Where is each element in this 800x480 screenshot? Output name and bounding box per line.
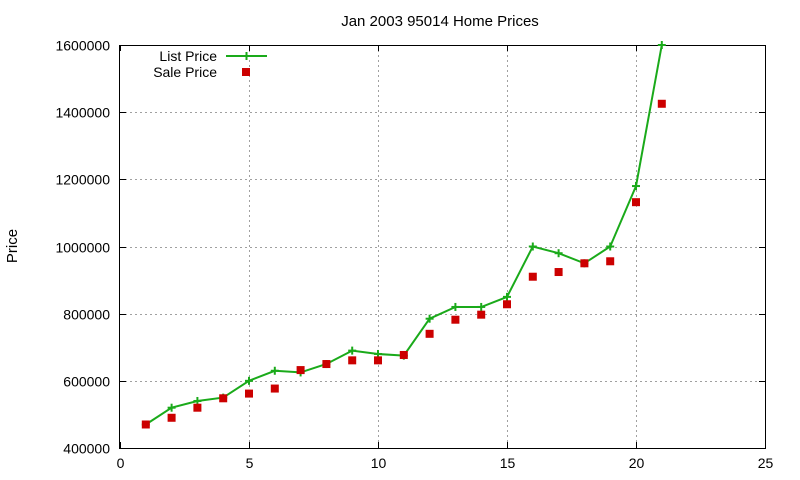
x-tick-label: 5 xyxy=(246,455,254,471)
sale-price-point xyxy=(219,394,228,403)
list-price-point xyxy=(606,242,615,251)
sale-price-point xyxy=(193,403,202,412)
list-price-point xyxy=(554,249,563,258)
sale-price-point xyxy=(322,360,331,369)
sale-price-point xyxy=(374,356,382,365)
y-tick-label: 1200000 xyxy=(55,172,110,188)
sale-price-point xyxy=(270,384,279,393)
sale-price-point xyxy=(425,329,434,338)
sale-price-point xyxy=(399,350,408,359)
x-tick-label: 20 xyxy=(629,455,645,471)
sale-price-point xyxy=(245,389,253,398)
list-price-point xyxy=(167,403,176,412)
legend-label-sale-price: Sale Price xyxy=(153,64,217,80)
legend-label-list-price: List Price xyxy=(159,48,217,64)
y-tick-label: 600000 xyxy=(63,374,110,390)
sale-price-point xyxy=(451,315,460,324)
sale-price-point xyxy=(503,300,511,309)
y-tick-label: 1000000 xyxy=(55,240,110,256)
sale-price-point xyxy=(580,259,589,268)
sale-price-point xyxy=(632,198,640,207)
sale-price-point xyxy=(348,356,357,365)
list-price-point xyxy=(528,242,537,251)
sale-price-point xyxy=(477,310,486,319)
list-price-point xyxy=(193,396,202,405)
sale-price-point xyxy=(606,257,615,266)
sale-price-point xyxy=(167,413,176,422)
plot-frame xyxy=(119,45,766,449)
list-price-point xyxy=(425,314,434,323)
list-price-point xyxy=(632,182,640,191)
y-axis-label: Price xyxy=(4,229,21,263)
chart-title: Jan 2003 95014 Home Prices xyxy=(341,13,539,30)
y-tick-label: 1400000 xyxy=(55,105,110,121)
x-tick-label: 10 xyxy=(371,455,387,471)
x-tick-label: 0 xyxy=(117,455,125,471)
x-tick-label: 25 xyxy=(758,455,774,471)
y-tick-label: 800000 xyxy=(63,307,110,323)
sale-price-point xyxy=(141,420,150,429)
sale-price-point xyxy=(657,99,666,108)
sale-price-point xyxy=(554,268,563,277)
legend-marker-sale-price xyxy=(242,68,250,76)
legend-marker-list-price xyxy=(242,52,251,60)
series-line-list-price xyxy=(145,44,663,426)
list-price-point xyxy=(245,376,253,385)
list-price-point xyxy=(503,292,511,301)
sale-price-point xyxy=(296,366,305,375)
y-tick-label: 1600000 xyxy=(55,38,110,54)
x-tick-label: 15 xyxy=(500,455,516,471)
list-price-point xyxy=(477,302,486,311)
plot-area xyxy=(141,41,666,429)
list-price-point xyxy=(451,302,460,311)
list-price-point xyxy=(348,346,357,355)
y-tick-label: 400000 xyxy=(63,441,110,457)
list-price-point xyxy=(657,41,666,49)
sale-price-point xyxy=(528,272,537,281)
list-price-point xyxy=(270,366,279,375)
grid-lines xyxy=(120,45,765,448)
